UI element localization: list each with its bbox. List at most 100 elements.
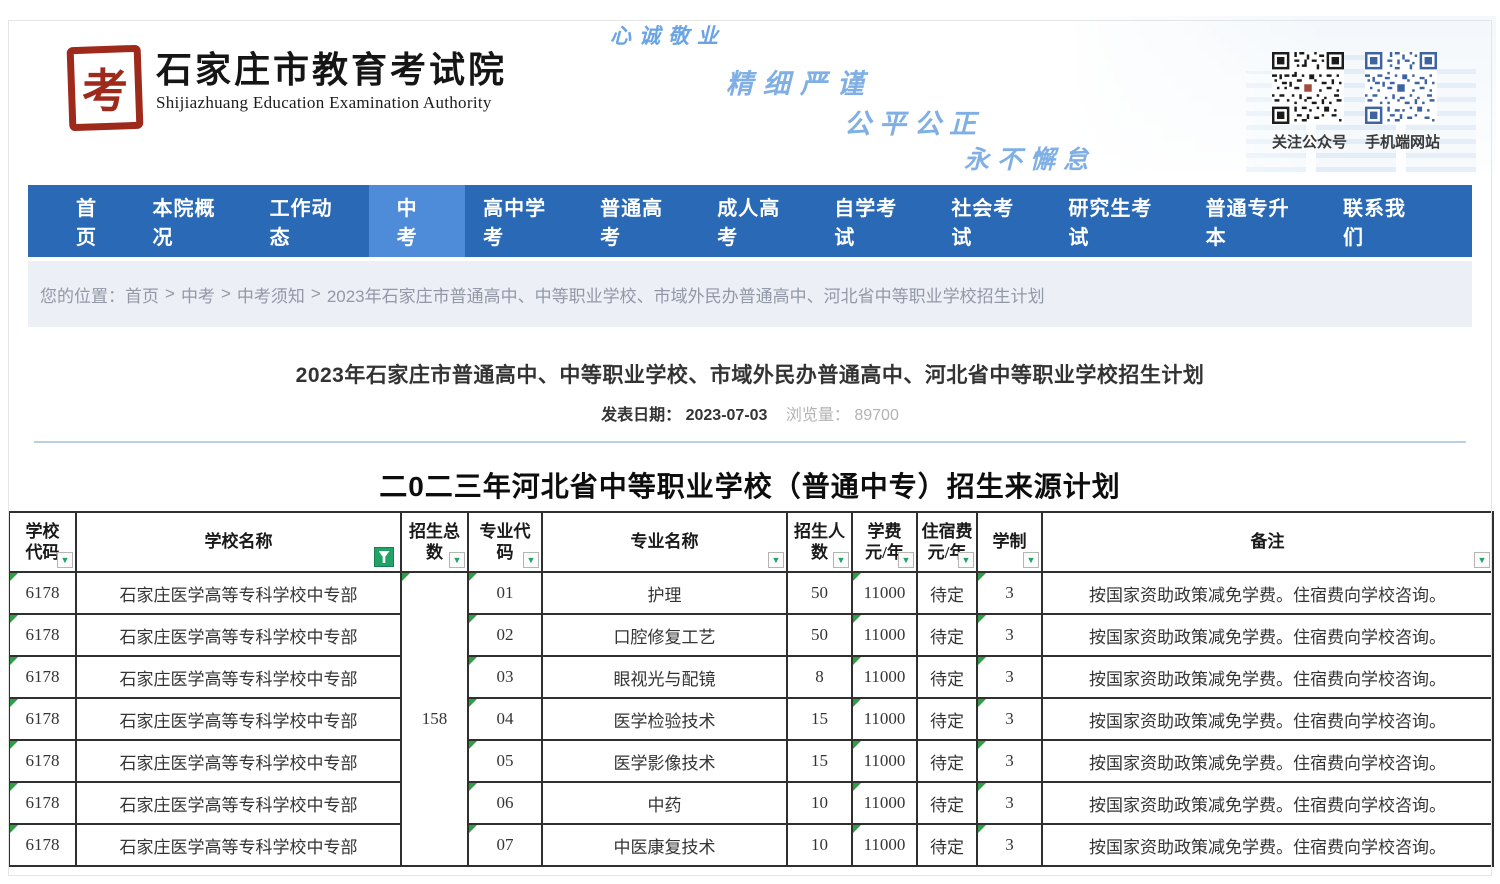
- nav-item-graduate-exam[interactable]: 研究生考试: [1068, 198, 1153, 249]
- cell-major-code: 01: [467, 571, 543, 615]
- cell-school-code: 6178: [8, 739, 77, 783]
- cell-major-name: 医学检验技术: [541, 697, 788, 741]
- cell-major-name: 医学影像技术: [541, 739, 788, 783]
- filter-dropdown-icon[interactable]: ▼: [1023, 552, 1039, 568]
- filter-dropdown-icon[interactable]: ▼: [958, 552, 974, 568]
- filter-dropdown-icon[interactable]: ▼: [768, 552, 784, 568]
- col-header-major-name: 专业名称 ▼: [541, 511, 788, 573]
- nav-item-zhongkao[interactable]: 中考: [368, 185, 466, 257]
- cell-tuition: 11000: [851, 613, 918, 657]
- breadcrumb: 您的位置： 首页 > 中考 > 中考须知 > 2023年石家庄市普通高中、中等职…: [28, 261, 1472, 327]
- breadcrumb-link-zhongkao[interactable]: 中考: [180, 286, 215, 306]
- cell-accommodation: 待定: [916, 571, 978, 615]
- table-row: 6178 石家庄医学高等专科学校中专部 04 医学检验技术 15 11000 待…: [8, 697, 1494, 741]
- cell-major-code: 07: [467, 823, 543, 867]
- filter-dropdown-icon[interactable]: ▼: [449, 552, 465, 568]
- cell-enroll-count: 50: [786, 613, 853, 657]
- col-header-duration: 学制 ▼: [976, 511, 1043, 573]
- breadcrumb-link-notice[interactable]: 中考须知: [236, 286, 305, 306]
- cell-total-enrollment: 158: [400, 571, 469, 867]
- cell-duration: 3: [976, 571, 1043, 615]
- table-title: 二0二三年河北省中等职业学校（普通中专）招生来源计划: [379, 471, 1121, 502]
- table-row: 6178 石家庄医学高等专科学校中专部 07 中医康复技术 10 11000 待…: [8, 823, 1494, 867]
- nav-item-adult-exam[interactable]: 成人高考: [717, 198, 781, 249]
- cell-tuition: 11000: [851, 697, 918, 741]
- filter-dropdown-icon[interactable]: ▼: [523, 552, 539, 568]
- publish-date-label: 发表日期：: [601, 407, 682, 424]
- qr-follow-label: 关注公众号: [1271, 134, 1347, 151]
- table-row: 6178 石家庄医学高等专科学校中专部 06 中药 10 11000 待定 3 …: [8, 781, 1494, 825]
- cell-major-code: 04: [467, 697, 543, 741]
- org-name-english: Shijiazhuang Education Examination Autho…: [156, 93, 492, 113]
- publish-date-value: 2023-07-03: [685, 407, 768, 424]
- cell-enroll-count: 50: [786, 571, 853, 615]
- enrollment-plan-table: 学校 代码 ▼ 学校名称 招生总 数 ▼ 专业代 码 ▼ 专业名称 ▼ 招生人 数 ▼ 学…: [8, 511, 1494, 867]
- seal-glyph: 考: [82, 66, 128, 117]
- slogan-3: 公平公正: [844, 109, 984, 139]
- breadcrumb-separator: >: [220, 284, 231, 303]
- cell-accommodation: 待定: [916, 697, 978, 741]
- cell-remark: 按国家资助政策减免学费。住宿费向学校咨询。: [1041, 781, 1494, 825]
- col-header-major-code: 专业代 码 ▼: [467, 511, 543, 573]
- cell-enroll-count: 15: [786, 739, 853, 783]
- cell-major-code: 06: [467, 781, 543, 825]
- table-row: 6178 石家庄医学高等专科学校中专部 158 01 护理 50 11000 待…: [8, 571, 1494, 867]
- building-background-graphic: [1066, 16, 1496, 174]
- cell-duration: 3: [976, 613, 1043, 657]
- cell-remark: 按国家资助政策减免学费。住宿费向学校咨询。: [1041, 571, 1494, 615]
- nav-item-contact[interactable]: 联系我们: [1342, 198, 1406, 249]
- section-divider: [34, 441, 1466, 443]
- cell-school-code: 6178: [8, 571, 77, 615]
- cell-major-name: 护理: [541, 571, 788, 615]
- cell-school-name: 石家庄医学高等专科学校中专部: [75, 571, 402, 615]
- funnel-glyph: [378, 551, 390, 563]
- cell-school-name: 石家庄医学高等专科学校中专部: [75, 613, 402, 657]
- cell-tuition: 11000: [851, 571, 918, 615]
- seal-logo-icon: 考: [66, 44, 144, 132]
- table-row: 6178 石家庄医学高等专科学校中专部 02 口腔修复工艺 50 11000 待…: [8, 613, 1494, 657]
- table-row: 6178 石家庄医学高等专科学校中专部 05 医学影像技术 15 11000 待…: [8, 739, 1494, 783]
- cell-accommodation: 待定: [916, 655, 978, 699]
- cell-enroll-count: 10: [786, 781, 853, 825]
- cell-remark: 按国家资助政策减免学费。住宿费向学校咨询。: [1041, 655, 1494, 699]
- cell-duration: 3: [976, 823, 1043, 867]
- breadcrumb-separator: >: [165, 284, 175, 303]
- nav-item-news[interactable]: 工作动态: [269, 198, 333, 249]
- cell-enroll-count: 8: [786, 655, 853, 699]
- nav-item-gaokao[interactable]: 普通高考: [600, 198, 664, 249]
- nav-item-self-study[interactable]: 自学考试: [834, 198, 898, 249]
- cell-accommodation: 待定: [916, 613, 978, 657]
- nav-item-zhuanshengben[interactable]: 普通专升本: [1205, 198, 1290, 249]
- filter-dropdown-icon[interactable]: ▼: [833, 552, 849, 568]
- article-meta: 发表日期： 2023-07-03 浏览量： 89700: [0, 401, 1500, 425]
- cell-duration: 3: [976, 655, 1043, 699]
- cell-remark: 按国家资助政策减免学费。住宿费向学校咨询。: [1041, 613, 1494, 657]
- filter-dropdown-icon[interactable]: ▼: [57, 552, 73, 568]
- filter-dropdown-icon[interactable]: ▼: [1474, 552, 1490, 568]
- cell-school-name: 石家庄医学高等专科学校中专部: [75, 739, 402, 783]
- slogan-1: 心诚敬业: [610, 24, 726, 48]
- cell-school-name: 石家庄医学高等专科学校中专部: [75, 823, 402, 867]
- cell-remark: 按国家资助政策减免学费。住宿费向学校咨询。: [1041, 739, 1494, 783]
- table-header-row: 学校 代码 ▼ 学校名称 招生总 数 ▼ 专业代 码 ▼ 专业名称 ▼ 招生人 数 ▼ 学…: [8, 511, 1494, 573]
- cell-accommodation: 待定: [916, 739, 978, 783]
- main-navigation: 首页 本院概况 工作动态 中考 高中学考 普通高考 成人高考 自学考试 社会考试…: [28, 185, 1472, 257]
- nav-item-about[interactable]: 本院概况: [152, 198, 216, 249]
- filter-dropdown-icon[interactable]: ▼: [898, 552, 914, 568]
- cell-duration: 3: [976, 781, 1043, 825]
- cell-major-name: 中药: [541, 781, 788, 825]
- cell-school-name: 石家庄医学高等专科学校中专部: [75, 655, 402, 699]
- nav-item-social-exam[interactable]: 社会考试: [951, 198, 1015, 249]
- qr-mobile-site: 手机端网站: [1364, 52, 1440, 152]
- col-header-enroll-count: 招生人 数 ▼: [786, 511, 853, 573]
- cell-major-name: 眼视光与配镜: [541, 655, 788, 699]
- cell-remark: 按国家资助政策减免学费。住宿费向学校咨询。: [1041, 823, 1494, 867]
- nav-item-highschool-exam[interactable]: 高中学考: [483, 198, 547, 249]
- cell-school-code: 6178: [8, 823, 77, 867]
- cell-school-code: 6178: [8, 697, 77, 741]
- breadcrumb-link-home[interactable]: 首页: [125, 286, 159, 306]
- filter-funnel-icon[interactable]: [374, 547, 394, 567]
- breadcrumb-separator: >: [310, 284, 321, 303]
- nav-item-home[interactable]: 首页: [76, 198, 97, 249]
- cell-major-name: 中医康复技术: [541, 823, 788, 867]
